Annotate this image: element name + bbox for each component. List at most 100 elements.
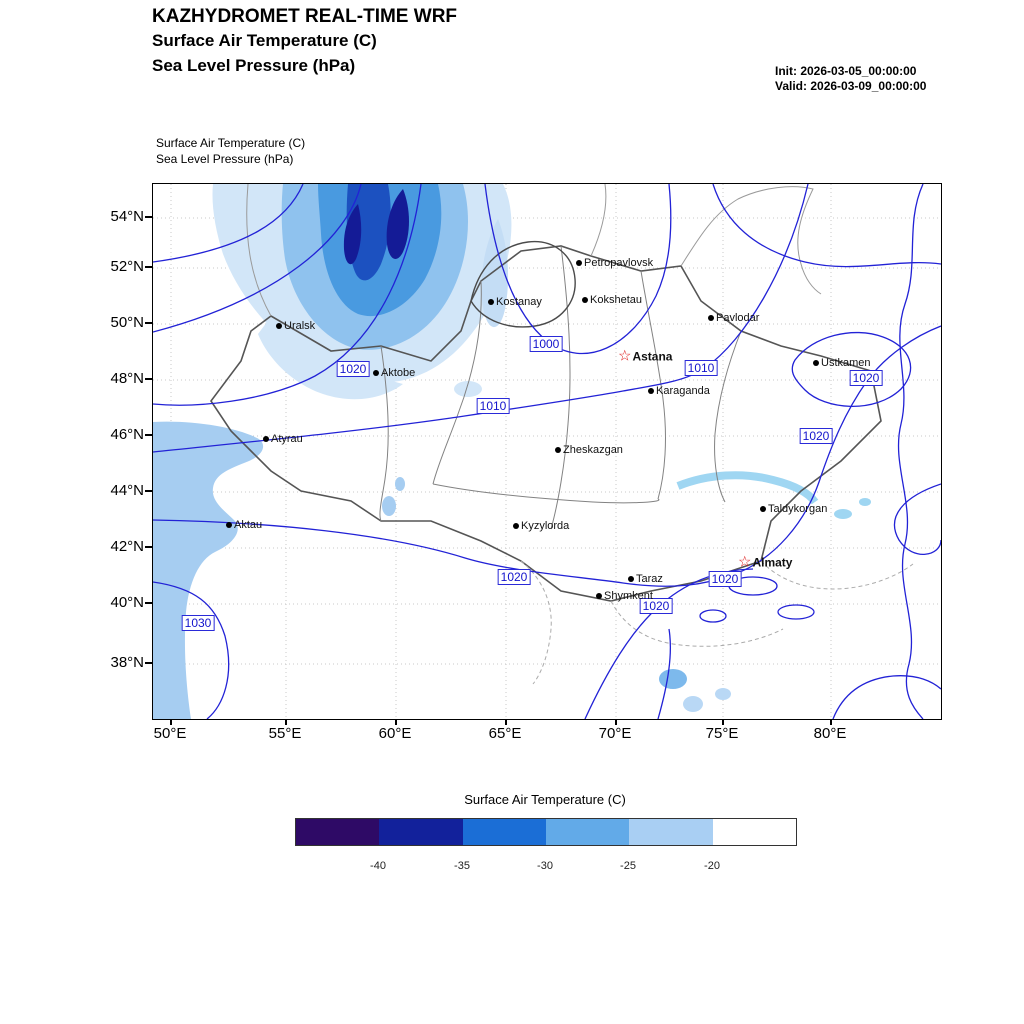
city-marker: Petropavlovsk (576, 257, 653, 269)
latitude-tick (145, 266, 152, 268)
colorbar-segment (712, 819, 796, 845)
city-marker-capital: ☆ Almaty (738, 555, 792, 570)
longitude-tick (615, 719, 617, 725)
map-canvas (153, 184, 941, 719)
city-label: Almaty (752, 555, 793, 569)
latitude-tick (145, 378, 152, 380)
city-label: Taraz (636, 573, 663, 585)
longitude-tick (505, 719, 507, 725)
longitude-axis-label: 60°E (378, 725, 412, 742)
city-marker: Zheskazgan (555, 444, 623, 456)
longitude-tick (285, 719, 287, 725)
map-legend-line2: Sea Level Pressure (hPa) (156, 152, 294, 166)
longitude-axis-label: 80°E (813, 725, 847, 742)
page-subtitle-pressure: Sea Level Pressure (hPa) (152, 56, 356, 75)
valid-timestamp: Valid: 2026-03-09_00:00:00 (775, 79, 927, 93)
city-label: Kyzylorda (521, 520, 570, 532)
city-dot-icon (513, 523, 519, 529)
latitude-tick (145, 322, 152, 324)
latitude-tick (145, 546, 152, 548)
city-label: Shymkent (604, 590, 653, 602)
oblast-border (379, 345, 389, 522)
lake (834, 509, 852, 519)
city-label: Pavlodar (716, 312, 760, 324)
pressure-label: 1030 (181, 615, 215, 631)
city-dot-icon (226, 522, 232, 528)
city-marker: Aktau (226, 519, 262, 531)
city-dot-icon (813, 360, 819, 366)
oblast-border (640, 270, 666, 500)
city-dot-icon (276, 323, 282, 329)
region-borders (210, 184, 914, 685)
colorbar-tick-label: -30 (537, 860, 553, 872)
colorbar-tick-label: -40 (370, 860, 386, 872)
city-marker: Atyrau (263, 433, 303, 445)
longitude-axis-label: 50°E (153, 725, 187, 742)
pressure-label: 1010 (684, 360, 718, 376)
oblast-border (432, 483, 660, 504)
city-label: Atyrau (271, 433, 303, 445)
latitude-tick (145, 490, 152, 492)
latitude-axis-label: 48°N (110, 370, 144, 387)
foreign-border (246, 184, 272, 317)
city-marker: Shymkent (596, 590, 653, 602)
city-dot-icon (263, 436, 269, 442)
city-label: Ustkamen (821, 357, 871, 369)
longitude-tick (170, 719, 172, 725)
pressure-label: 1020 (336, 361, 370, 377)
city-marker: Pavlodar (708, 312, 759, 324)
latitude-axis-label: 52°N (110, 258, 144, 275)
temperature-shading (212, 184, 731, 712)
city-label: Aktobe (381, 367, 416, 379)
city-label: Aktau (234, 519, 263, 531)
city-marker: Kyzylorda (513, 520, 569, 532)
country-border (210, 245, 882, 602)
map-frame: 1020 1000 1010 1020 1010 1020 1020 1020 … (152, 183, 942, 720)
city-dot-icon (488, 299, 494, 305)
colorbar-segment (629, 819, 713, 845)
longitude-axis-label: 75°E (705, 725, 739, 742)
init-timestamp: Init: 2026-03-05_00:00:00 (775, 64, 917, 78)
longitude-tick (722, 719, 724, 725)
longitude-axis-label: 65°E (488, 725, 522, 742)
oblast-border (714, 330, 742, 503)
city-label: Astana (632, 349, 673, 363)
latitude-axis-label: 40°N (110, 594, 144, 611)
longitude-axis-label: 55°E (268, 725, 302, 742)
page-title: KAZHYDROMET REAL-TIME WRF (152, 6, 458, 27)
city-marker: Aktobe (373, 367, 415, 379)
foreign-border (610, 600, 784, 647)
lake (859, 498, 871, 506)
city-label: Kostanay (496, 296, 542, 308)
city-marker: Taraz (628, 573, 663, 585)
latitude-axis-label: 44°N (110, 482, 144, 499)
lake-balkhash (676, 471, 819, 505)
pressure-label: 1020 (708, 571, 742, 587)
latitude-tick (145, 216, 152, 218)
city-dot-icon (760, 506, 766, 512)
colorbar-tick-label: -35 (454, 860, 470, 872)
map-legend-line1: Surface Air Temperature (C) (156, 136, 306, 150)
foreign-border (520, 560, 552, 685)
city-marker: Uralsk (276, 320, 315, 332)
foreign-border (680, 186, 822, 295)
latitude-tick (145, 602, 152, 604)
city-dot-icon (582, 297, 588, 303)
city-label: Kokshetau (590, 294, 642, 306)
aral-sea (395, 477, 405, 491)
city-marker: Ustkamen (813, 357, 871, 369)
city-marker: Kostanay (488, 296, 542, 308)
latitude-axis-label: 42°N (110, 538, 144, 555)
oblast-border (470, 240, 576, 328)
oblast-border (432, 280, 482, 485)
oblast-border (550, 245, 571, 530)
pressure-label: 1020 (497, 569, 531, 585)
city-marker: Taldykorgan (760, 503, 827, 515)
city-dot-icon (708, 315, 714, 321)
city-dot-icon (596, 593, 602, 599)
colorbar-segment (379, 819, 463, 845)
foreign-border (590, 184, 607, 257)
colorbar-segment (462, 819, 546, 845)
city-dot-icon (628, 576, 634, 582)
